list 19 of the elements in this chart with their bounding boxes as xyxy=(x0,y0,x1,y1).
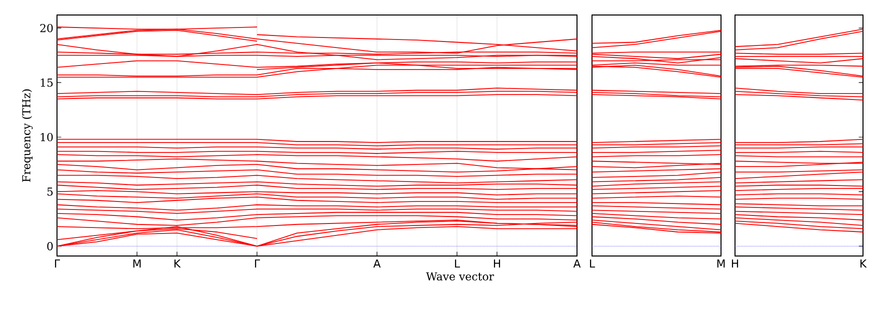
y-tick-label: 10 xyxy=(40,133,53,142)
y-axis-title: Frequency (THz) xyxy=(22,89,33,182)
x-tick-label: A xyxy=(373,260,381,268)
y-tick-label: 20 xyxy=(40,24,53,32)
x-tick-label: M xyxy=(133,260,141,268)
y-tick-label: 0 xyxy=(47,242,53,250)
x-tick-label: Γ xyxy=(255,260,260,268)
x-tick-label: K xyxy=(174,260,181,268)
x-tick-label: A xyxy=(573,260,581,268)
x-tick-label: H xyxy=(732,260,738,268)
x-tick-label: L xyxy=(590,260,595,268)
x-tick-label: Γ xyxy=(55,260,60,268)
x-axis-title: Wave vector xyxy=(426,272,494,280)
x-tick-label: K xyxy=(860,260,867,268)
y-tick-label: 5 xyxy=(47,188,53,196)
y-tick-label: 15 xyxy=(40,78,53,87)
x-tick-label: L xyxy=(455,260,460,268)
x-tick-label: H xyxy=(494,260,500,268)
x-tick-label: M xyxy=(717,260,725,268)
